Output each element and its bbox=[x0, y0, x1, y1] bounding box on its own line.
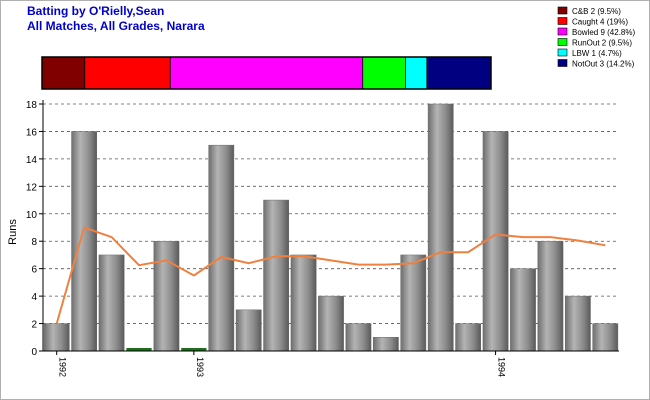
bar bbox=[482, 131, 509, 352]
bar bbox=[372, 337, 399, 352]
bar bbox=[71, 131, 98, 352]
dismissal-segment bbox=[169, 56, 364, 90]
legend-label: C&B 2 (9.5%) bbox=[572, 7, 621, 16]
dismissal-segment bbox=[362, 56, 406, 90]
bar bbox=[564, 295, 591, 352]
y-tick-label: 6 bbox=[31, 265, 37, 276]
y-tick-label: 0 bbox=[31, 347, 37, 358]
legend-swatch bbox=[557, 17, 568, 25]
grid bbox=[43, 103, 619, 324]
y-tick-label: 12 bbox=[26, 182, 38, 193]
bar bbox=[43, 323, 70, 352]
bar bbox=[510, 268, 536, 352]
legend-label: RunOut 2 (9.5%) bbox=[572, 39, 632, 48]
average-polyline bbox=[55, 226, 606, 324]
legend-swatch bbox=[557, 59, 568, 67]
bar bbox=[290, 254, 317, 352]
bar bbox=[318, 295, 344, 352]
y-tick-label: 8 bbox=[31, 237, 37, 248]
chart-title: Batting by O'Rielly,Sean bbox=[27, 4, 165, 18]
bar bbox=[400, 254, 427, 352]
dismissal-segment bbox=[426, 56, 492, 90]
dismissal-segment bbox=[405, 56, 428, 90]
bar bbox=[126, 348, 152, 351]
y-tick-label: 10 bbox=[26, 210, 38, 221]
dismissal-strip-border bbox=[41, 56, 492, 90]
bar bbox=[98, 254, 125, 352]
y-tick-label: 4 bbox=[31, 292, 37, 303]
legend-swatch bbox=[557, 48, 568, 57]
average-line bbox=[55, 226, 606, 324]
chart-subtitle: All Matches, All Grades, Narara bbox=[27, 19, 205, 33]
dismissal-segment bbox=[41, 56, 86, 90]
bar bbox=[537, 240, 564, 352]
legend-swatch bbox=[557, 27, 568, 36]
bar bbox=[455, 323, 482, 352]
x-tick-label: 1993 bbox=[195, 357, 205, 377]
x-tick-label: 1992 bbox=[58, 357, 68, 377]
bar bbox=[181, 348, 207, 351]
axes: 0 2 4 6 8 10 12 14 16 18 1992 1993 1994 bbox=[26, 100, 619, 377]
y-tick-label: 16 bbox=[26, 127, 38, 138]
y-axis-label: Runs bbox=[7, 219, 19, 245]
bar bbox=[592, 323, 619, 352]
bars bbox=[43, 103, 619, 352]
legend-label: LBW 1 (4.7%) bbox=[572, 49, 622, 58]
bar bbox=[208, 144, 235, 352]
legend-label: NotOut 3 (14.2%) bbox=[572, 60, 635, 69]
legend-swatch bbox=[557, 38, 568, 46]
bar bbox=[263, 199, 290, 352]
y-tick-label: 2 bbox=[31, 320, 37, 331]
dismissal-strip bbox=[41, 56, 492, 90]
legend: C&B 2 (9.5%) Caught 4 (19%)Bowled 9 (42.8… bbox=[557, 6, 635, 69]
legend-swatch bbox=[557, 6, 568, 15]
y-tick-label: 14 bbox=[26, 155, 38, 166]
x-tick-label: 1994 bbox=[497, 357, 507, 377]
bar bbox=[153, 240, 180, 352]
legend-label: Bowled 9 (42.8%) bbox=[572, 28, 635, 37]
bar bbox=[345, 323, 372, 352]
bar bbox=[235, 309, 262, 352]
dismissal-segment bbox=[84, 56, 171, 90]
legend-label: Caught 4 (19%) bbox=[572, 18, 628, 27]
bar bbox=[427, 103, 454, 352]
y-tick-label: 18 bbox=[26, 100, 38, 111]
